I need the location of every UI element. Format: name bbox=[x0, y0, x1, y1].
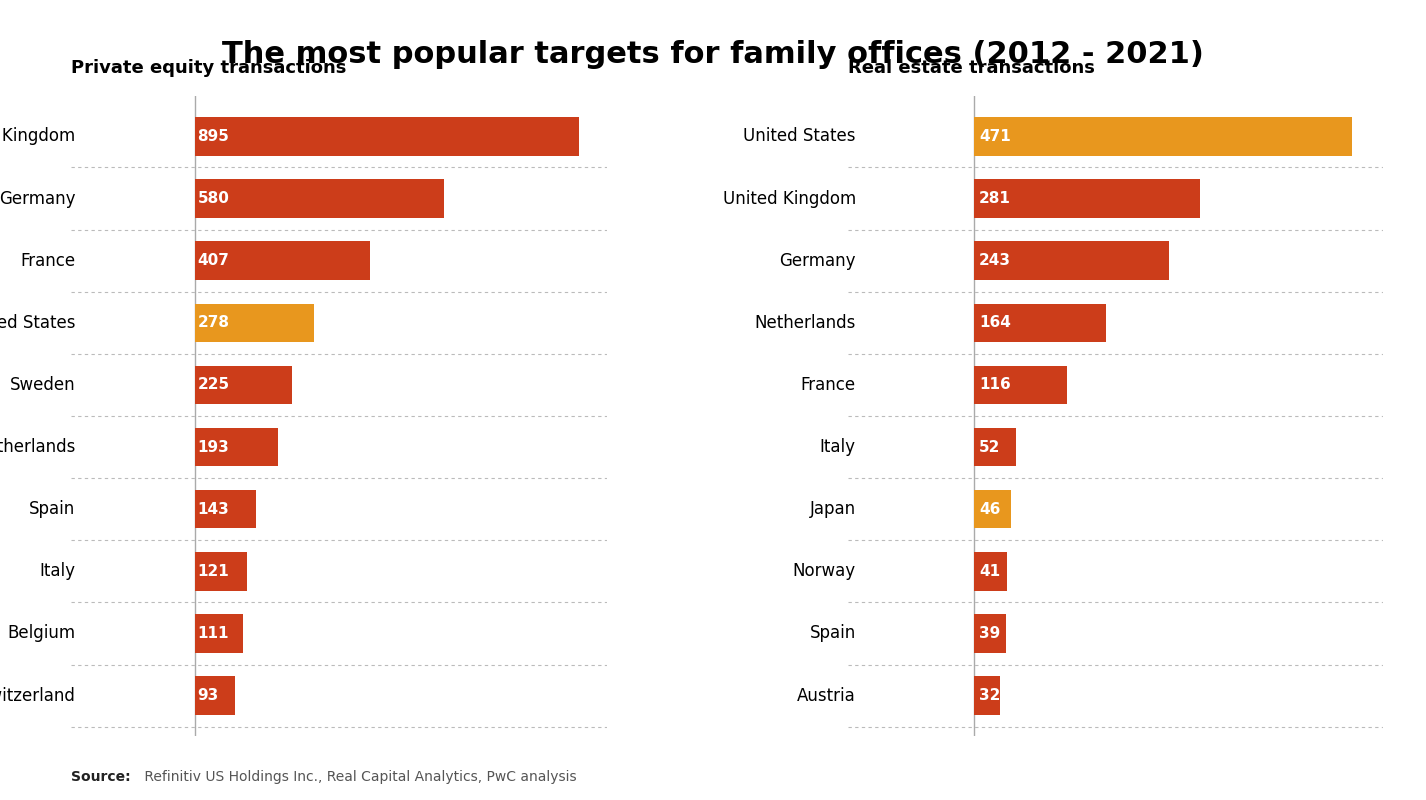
Text: Source:: Source: bbox=[71, 770, 131, 784]
Bar bbox=[974, 179, 1199, 218]
Bar bbox=[974, 614, 1005, 653]
Bar bbox=[974, 303, 1105, 342]
Text: Switzerland: Switzerland bbox=[0, 686, 76, 705]
Bar bbox=[195, 676, 235, 715]
Bar bbox=[195, 428, 278, 466]
Bar bbox=[974, 676, 1000, 715]
Text: Germany: Germany bbox=[779, 252, 856, 270]
Text: Austria: Austria bbox=[797, 686, 856, 705]
Text: Belgium: Belgium bbox=[7, 625, 76, 642]
Text: 39: 39 bbox=[980, 626, 1001, 641]
Text: 580: 580 bbox=[198, 191, 230, 206]
Text: United Kingdom: United Kingdom bbox=[0, 127, 76, 146]
Text: Real estate transactions: Real estate transactions bbox=[847, 58, 1095, 77]
Text: 121: 121 bbox=[198, 564, 230, 579]
Bar bbox=[974, 552, 1007, 590]
Bar bbox=[195, 366, 291, 404]
Text: The most popular targets for family offices (2012 - 2021): The most popular targets for family offi… bbox=[222, 40, 1204, 69]
Text: 193: 193 bbox=[198, 439, 230, 454]
Bar bbox=[974, 117, 1352, 156]
Bar bbox=[195, 614, 242, 653]
Text: 225: 225 bbox=[198, 378, 230, 393]
Text: 116: 116 bbox=[980, 378, 1011, 393]
Text: 164: 164 bbox=[980, 315, 1011, 330]
Text: 32: 32 bbox=[980, 688, 1001, 703]
Bar bbox=[195, 490, 257, 529]
Bar bbox=[195, 117, 579, 156]
Text: 52: 52 bbox=[980, 439, 1001, 454]
Text: Private equity transactions: Private equity transactions bbox=[71, 58, 347, 77]
Text: Norway: Norway bbox=[793, 562, 856, 580]
Text: 278: 278 bbox=[198, 315, 230, 330]
Text: 46: 46 bbox=[980, 502, 1001, 517]
Text: Spain: Spain bbox=[810, 625, 856, 642]
Text: 143: 143 bbox=[198, 502, 230, 517]
Text: Netherlands: Netherlands bbox=[754, 314, 856, 332]
Text: 281: 281 bbox=[980, 191, 1011, 206]
Text: 41: 41 bbox=[980, 564, 1000, 579]
Text: Refinitiv US Holdings Inc., Real Capital Analytics, PwC analysis: Refinitiv US Holdings Inc., Real Capital… bbox=[140, 770, 576, 784]
Text: Japan: Japan bbox=[810, 500, 856, 518]
Bar bbox=[974, 428, 1017, 466]
Bar bbox=[195, 552, 247, 590]
Text: 895: 895 bbox=[198, 129, 230, 144]
Text: Spain: Spain bbox=[30, 500, 76, 518]
Text: United States: United States bbox=[0, 314, 76, 332]
Text: France: France bbox=[800, 376, 856, 394]
Bar bbox=[974, 242, 1169, 280]
Text: 111: 111 bbox=[198, 626, 230, 641]
Bar bbox=[195, 179, 443, 218]
Bar bbox=[974, 366, 1067, 404]
Text: United Kingdom: United Kingdom bbox=[723, 190, 856, 207]
Text: Netherlands: Netherlands bbox=[0, 438, 76, 456]
Bar bbox=[195, 242, 369, 280]
Text: 471: 471 bbox=[980, 129, 1011, 144]
Text: France: France bbox=[20, 252, 76, 270]
Text: 243: 243 bbox=[980, 253, 1011, 268]
Text: 93: 93 bbox=[198, 688, 218, 703]
Text: Italy: Italy bbox=[820, 438, 856, 456]
Text: 407: 407 bbox=[198, 253, 230, 268]
Bar bbox=[974, 490, 1011, 529]
Text: Germany: Germany bbox=[0, 190, 76, 207]
Bar bbox=[195, 303, 314, 342]
Text: Italy: Italy bbox=[40, 562, 76, 580]
Text: Sweden: Sweden bbox=[10, 376, 76, 394]
Text: United States: United States bbox=[743, 127, 856, 146]
